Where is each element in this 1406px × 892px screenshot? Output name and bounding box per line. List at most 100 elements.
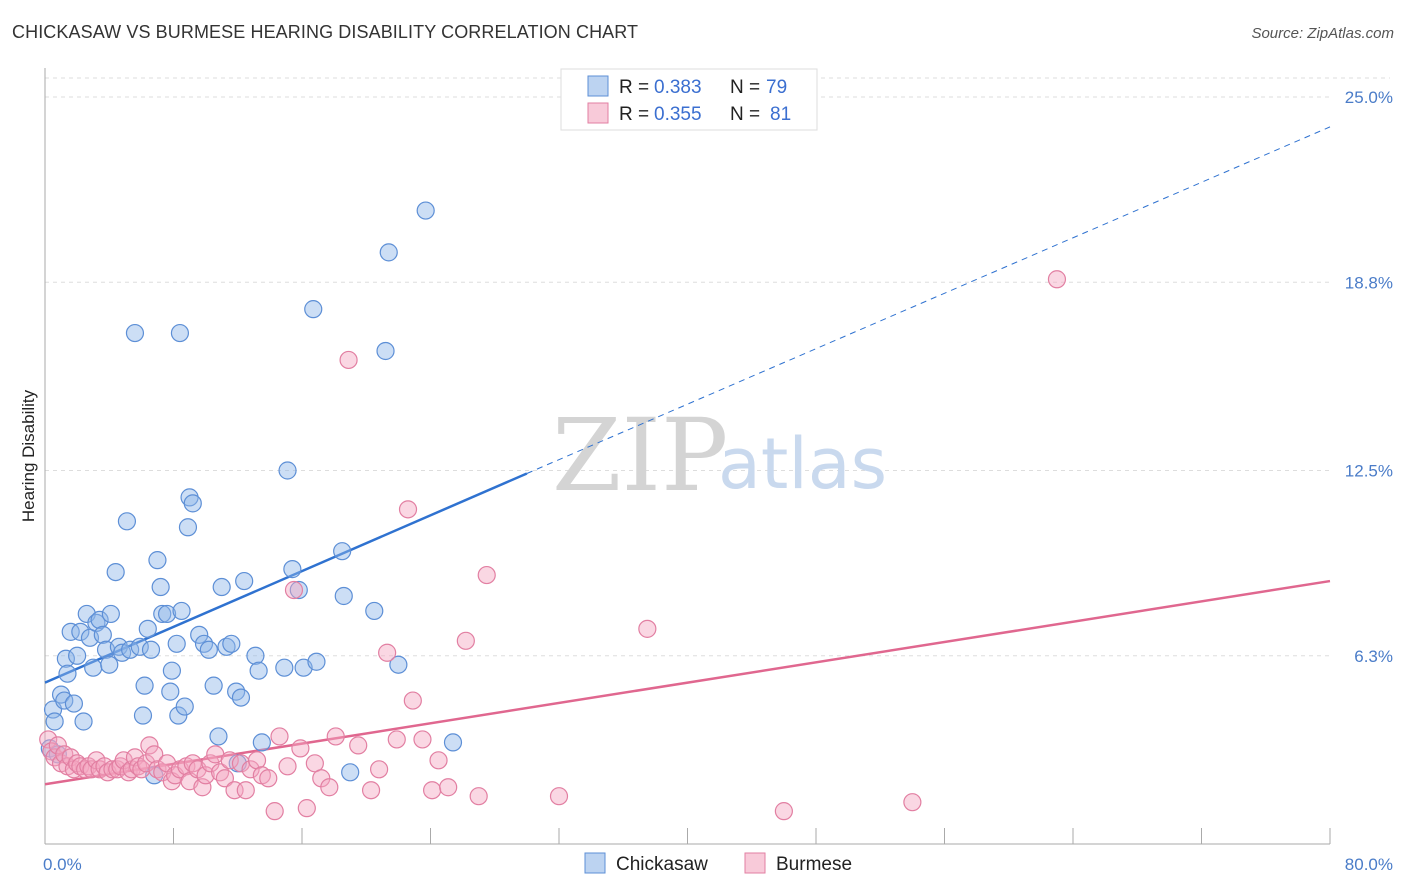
point-chickasaw-7 (58, 664, 77, 683)
point-burmese-19 (108, 760, 127, 779)
point-chickasaw-74 (379, 243, 398, 262)
point-chickasaw-45 (178, 518, 198, 537)
point-burmese-78 (477, 565, 496, 585)
point-burmese-76 (456, 631, 475, 650)
point-burmese-83 (1047, 270, 1067, 289)
point-burmese-73 (423, 781, 442, 800)
point-burmese-67 (370, 760, 389, 779)
legend-n-label-burmese: N = (730, 104, 760, 125)
point-chickasaw-12 (74, 712, 93, 731)
point-chickasaw-59 (235, 571, 254, 591)
point-chickasaw-2 (45, 712, 64, 731)
point-burmese-81 (903, 793, 922, 812)
point-chickasaw-53 (212, 577, 231, 597)
bottom-legend-chickasaw: Chickasaw (616, 854, 708, 875)
point-burmese-40 (193, 778, 212, 797)
legend-n-label-chickasaw: N = (730, 77, 760, 98)
point-chickasaw-77 (443, 733, 463, 752)
bottom-legend-burmese: Burmese (776, 854, 852, 875)
point-chickasaw-41 (169, 706, 188, 725)
point-chickasaw-31 (138, 619, 157, 638)
y-tick-label-2: 18.8% (1345, 273, 1393, 292)
point-chickasaw-55 (222, 634, 241, 653)
point-burmese-59 (297, 799, 316, 818)
point-chickasaw-28 (130, 637, 149, 656)
point-chickasaw-20 (100, 655, 119, 674)
point-chickasaw-78 (341, 763, 360, 782)
point-chickasaw-29 (133, 706, 153, 725)
point-burmese-57 (284, 580, 304, 600)
point-burmese-49 (236, 781, 255, 800)
x-tick-labels: 0.0% 80.0% (43, 855, 1393, 874)
legend-r-label-chickasaw: R = (619, 77, 649, 98)
legend-swatch-chickasaw (587, 75, 609, 97)
point-burmese-63 (326, 727, 345, 746)
x-tick-label-0: 0.0% (43, 855, 82, 874)
point-chickasaw-32 (141, 640, 161, 659)
point-chickasaw-49 (194, 634, 214, 653)
series-burmese (39, 270, 1067, 821)
trend-line-chickasaw (44, 472, 528, 684)
point-burmese-55 (270, 727, 289, 746)
point-chickasaw-43 (172, 601, 191, 621)
point-chickasaw-47 (183, 494, 202, 513)
point-chickasaw-51 (204, 676, 223, 695)
point-chickasaw-58 (231, 688, 251, 707)
point-chickasaw-39 (162, 661, 181, 680)
point-burmese-46 (220, 751, 239, 770)
x-tick-label-1: 80.0% (1345, 855, 1393, 874)
point-chickasaw-56 (227, 682, 246, 701)
point-chickasaw-62 (252, 733, 271, 752)
source-label: Source: ZipAtlas.com (1251, 25, 1394, 42)
point-chickasaw-21 (101, 604, 120, 624)
point-burmese-71 (403, 691, 422, 710)
point-burmese-79 (549, 787, 569, 806)
point-chickasaw-69 (307, 652, 326, 671)
y-tick-label-1: 12.5% (1345, 462, 1393, 481)
point-burmese-68 (378, 643, 397, 662)
point-burmese-50 (241, 760, 260, 779)
point-chickasaw-11 (71, 622, 90, 641)
point-chickasaw-35 (151, 577, 170, 597)
point-burmese-38 (183, 754, 202, 773)
legend-swatch-burmese (587, 102, 609, 124)
point-chickasaw-60 (246, 646, 265, 665)
point-chickasaw-8 (61, 622, 80, 641)
chart-title: CHICKASAW VS BURMESE HEARING DISABILITY … (12, 22, 639, 42)
point-chickasaw-73 (376, 341, 395, 361)
legend-r-label-burmese: R = (619, 104, 649, 125)
point-chickasaw-9 (64, 694, 84, 713)
point-chickasaw-30 (135, 676, 154, 695)
point-burmese-41 (196, 766, 215, 785)
point-chickasaw-68 (304, 300, 323, 319)
point-chickasaw-27 (125, 323, 145, 343)
watermark-zip: ZIP (552, 397, 728, 514)
point-chickasaw-18 (93, 625, 112, 644)
point-burmese-69 (387, 730, 406, 749)
point-chickasaw-71 (334, 586, 353, 606)
point-chickasaw-52 (209, 727, 228, 746)
point-burmese-29 (145, 745, 164, 764)
series-chickasaw (40, 201, 463, 785)
point-chickasaw-72 (365, 601, 384, 621)
bottom-legend: Chickasaw Burmese (584, 852, 852, 875)
y-tick-label-0: 6.3% (1354, 647, 1393, 666)
point-burmese-3 (48, 736, 67, 755)
point-chickasaw-40 (167, 634, 186, 653)
point-burmese-26 (132, 760, 151, 779)
points (39, 201, 1067, 821)
watermark-atlas: atlas (718, 423, 887, 505)
point-burmese-64 (339, 350, 358, 370)
point-burmese-72 (413, 730, 432, 749)
bottom-legend-swatch-chickasaw (584, 852, 606, 874)
point-burmese-66 (361, 781, 381, 800)
point-chickasaw-17 (90, 610, 109, 630)
point-burmese-62 (320, 778, 339, 797)
point-chickasaw-44 (175, 697, 194, 716)
y-tick-label-3: 25.0% (1345, 88, 1393, 107)
point-chickasaw-64 (278, 461, 297, 480)
point-chickasaw-36 (153, 604, 172, 624)
point-chickasaw-22 (106, 562, 125, 582)
point-burmese-56 (278, 757, 297, 776)
